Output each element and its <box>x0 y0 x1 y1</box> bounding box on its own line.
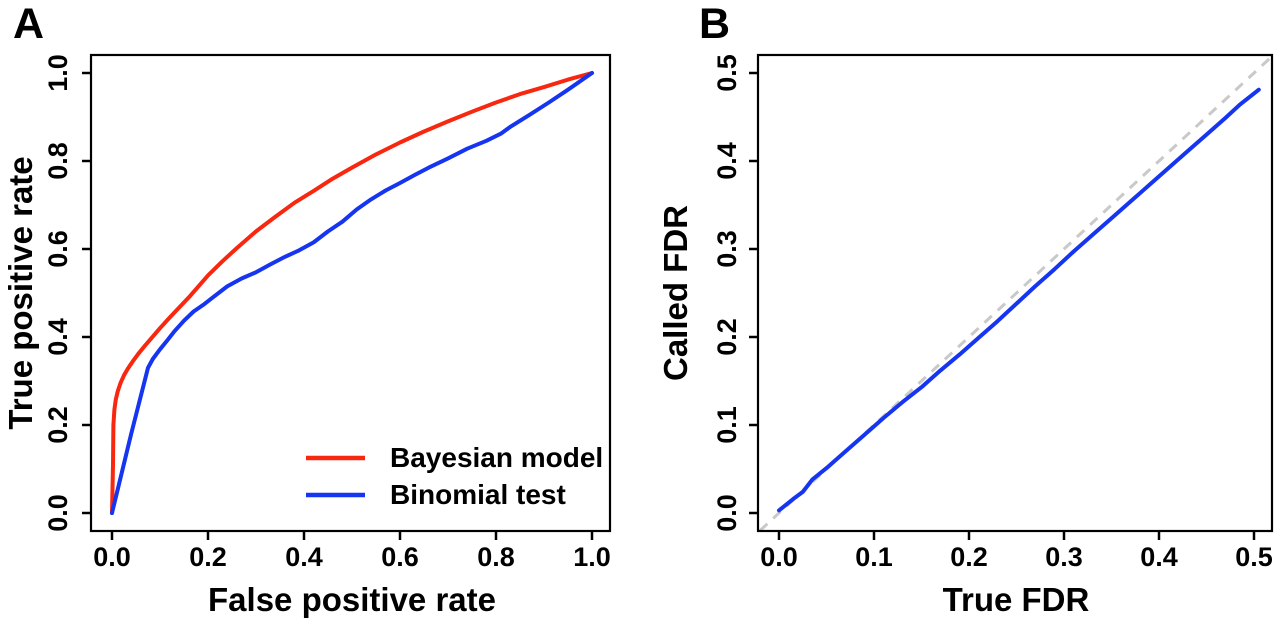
y-axis-tick-label: 0.4 <box>43 318 73 356</box>
x-axis-tick-label: 1.0 <box>573 542 611 572</box>
y-axis-tick-label: 0.6 <box>43 230 73 268</box>
x-axis-tick-label: 0.3 <box>1045 542 1083 572</box>
plot-box <box>89 53 612 533</box>
y-axis-tick-label: 0.8 <box>43 142 73 180</box>
x-axis-tick-label: 0.0 <box>760 542 798 572</box>
y-axis-tick-label: 0.4 <box>712 142 742 180</box>
y-axis-tick-label: 0.5 <box>712 54 742 92</box>
fdr-plot-panel: 0.0 0.1 0.2 0.3 0.4 0.5 0.0 0.1 0.2 0.3 0.4 0.5 True… <box>657 53 1275 618</box>
x-axis-tick-label: 0.4 <box>285 542 323 572</box>
y-axis-tick-label: 0.0 <box>712 494 742 532</box>
series-bayesian-model <box>110 71 594 515</box>
x-axis-tick-label: 0.2 <box>950 542 988 572</box>
x-axis-tick-label: 0.2 <box>189 542 227 572</box>
x-axis-tick-label: 0.8 <box>477 542 515 572</box>
y-axis-title: Called FDR <box>657 205 694 381</box>
x-axis-title: False positive rate <box>208 581 496 618</box>
x-axis-tick-label: 0.6 <box>381 542 419 572</box>
series-called-fdr <box>777 87 1261 513</box>
x-axis-title: True FDR <box>943 581 1090 618</box>
y-axis-tick-label: 0.2 <box>43 406 73 444</box>
y-axis-tick-label: 0.0 <box>43 494 73 532</box>
y-axis-title: True positive rate <box>2 156 39 429</box>
x-axis-tick-label: 0.1 <box>855 542 893 572</box>
legend-label: Binomial test <box>390 479 566 510</box>
x-axis-tick-label: 0.4 <box>1140 542 1178 572</box>
plot-box <box>756 53 1274 533</box>
series-binomial-test <box>110 71 594 515</box>
panel-b-label: B <box>699 0 731 48</box>
x-axis-tick-label: 0.5 <box>1235 542 1273 572</box>
y-axis-tick-label: 0.3 <box>712 230 742 268</box>
y-axis-tick-label: 1.0 <box>43 54 73 92</box>
panel-a-label: A <box>13 0 45 48</box>
y-axis-tick-label: 0.1 <box>712 406 742 444</box>
roc-plot-panel: 0.0 0.2 0.4 0.6 0.8 1.0 0.0 0.2 0.4 0.6 0.8 1.0 Fals… <box>2 53 612 618</box>
legend-label: Bayesian model <box>390 442 603 473</box>
x-axis-tick-label: 0.0 <box>93 542 131 572</box>
y-axis-tick-label: 0.2 <box>712 318 742 356</box>
